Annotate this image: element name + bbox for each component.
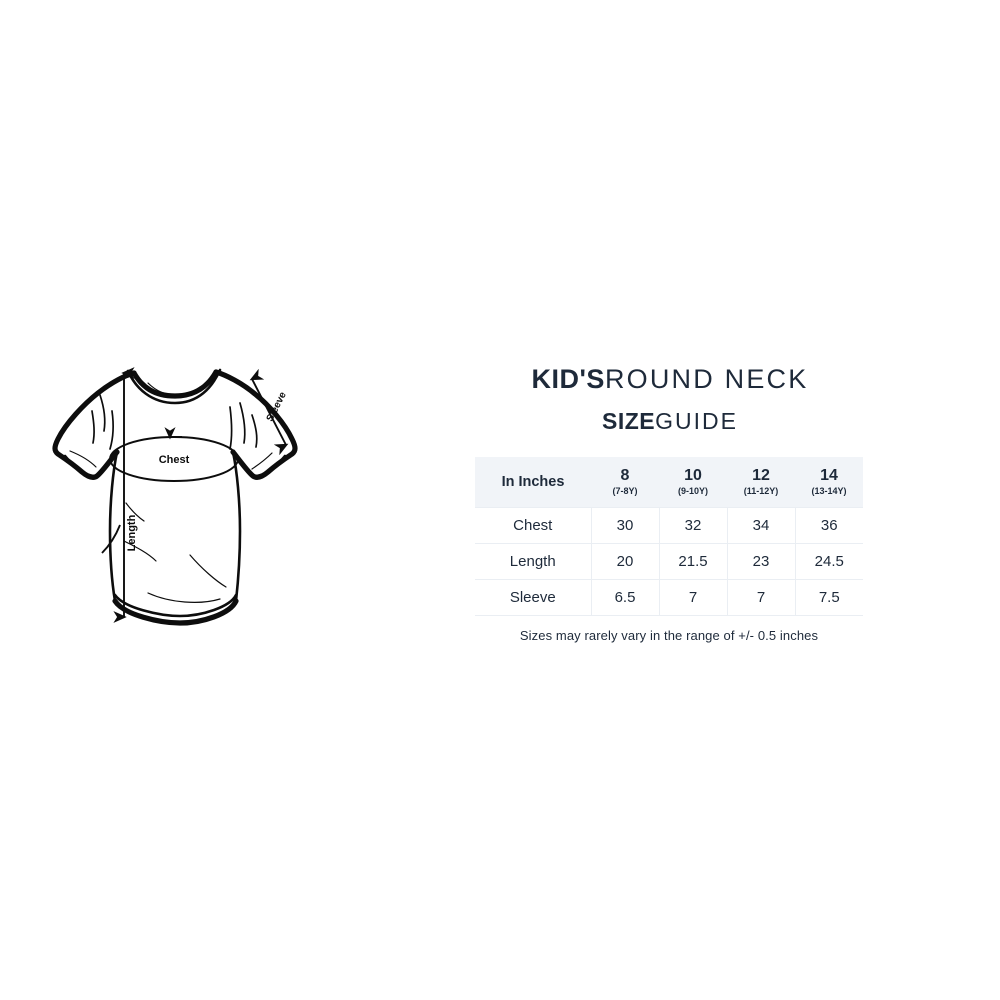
row-label-chest: Chest bbox=[475, 507, 592, 545]
cell-chest-14: 36 bbox=[794, 507, 863, 545]
page-subtitle: SIZEGUIDE bbox=[460, 409, 880, 433]
size-table-body: Chest 30 32 34 36 Length 20 21.5 23 24.5 bbox=[475, 507, 863, 617]
page-subtitle-strong: SIZE bbox=[602, 408, 656, 435]
page-subtitle-light: GUIDE bbox=[655, 408, 738, 435]
length-measure: Length bbox=[101, 367, 138, 623]
cell-sleeve-8: 6.5 bbox=[590, 579, 660, 617]
page-title-light: ROUND NECK bbox=[604, 364, 809, 394]
cell-sleeve-14: 7.5 bbox=[794, 579, 863, 617]
table-row: Length 20 21.5 23 24.5 bbox=[475, 543, 863, 581]
size-number: 10 bbox=[684, 467, 702, 485]
tshirt-body-outline bbox=[52, 369, 298, 626]
size-number: 8 bbox=[620, 467, 630, 485]
size-variation-note: Sizes may rarely vary in the range of +/… bbox=[519, 628, 819, 644]
cell-chest-12: 34 bbox=[726, 507, 796, 545]
size-guide-panel: KID'SROUND NECK SIZEGUIDE In Inches bbox=[460, 365, 880, 643]
size-age-range: (11-12Y) bbox=[743, 485, 779, 496]
size-table: In Inches 8 (7-8Y) 10 (9-10Y) 12 (11-1 bbox=[475, 457, 863, 617]
length-label: Length bbox=[126, 514, 138, 551]
cell-sleeve-12: 7 bbox=[726, 579, 796, 617]
column-header-size-10: 10 (9-10Y) bbox=[659, 457, 727, 508]
column-header-size-14: 14 (13-14Y) bbox=[795, 457, 863, 508]
fabric-fold-lines bbox=[69, 382, 273, 603]
row-label-length: Length bbox=[475, 543, 592, 581]
size-age-range: (13-14Y) bbox=[811, 485, 847, 496]
round-neck-collar bbox=[126, 368, 222, 405]
chest-measure: Chest bbox=[109, 427, 239, 482]
cell-chest-10: 32 bbox=[658, 507, 728, 545]
cell-chest-8: 30 bbox=[590, 507, 660, 545]
page-title: KID'SROUND NECK bbox=[460, 365, 880, 393]
column-header-size-8: 8 (7-8Y) bbox=[591, 457, 659, 508]
cell-sleeve-10: 7 bbox=[658, 579, 728, 617]
column-header-size-12: 12 (11-12Y) bbox=[727, 457, 795, 508]
size-table-container: In Inches 8 (7-8Y) 10 (9-10Y) 12 (11-1 bbox=[475, 457, 863, 643]
cell-length-10: 21.5 bbox=[658, 543, 728, 581]
cell-length-14: 24.5 bbox=[794, 543, 863, 581]
page-title-strong: KID'S bbox=[531, 364, 605, 394]
table-row: Sleeve 6.5 7 7 7.5 bbox=[475, 579, 863, 617]
table-header-row: In Inches 8 (7-8Y) 10 (9-10Y) 12 (11-1 bbox=[475, 457, 863, 508]
cell-length-8: 20 bbox=[590, 543, 660, 581]
size-number: 12 bbox=[752, 467, 770, 485]
table-row: Chest 30 32 34 36 bbox=[475, 507, 863, 545]
tshirt-illustration: Chest Length Sleeve bbox=[40, 355, 340, 645]
chest-label: Chest bbox=[159, 454, 190, 466]
size-table-head: In Inches 8 (7-8Y) 10 (9-10Y) 12 (11-1 bbox=[475, 457, 863, 508]
cell-length-12: 23 bbox=[726, 543, 796, 581]
size-age-range: (7-8Y) bbox=[612, 485, 638, 496]
sleeve-measure: Sleeve bbox=[249, 368, 289, 456]
table-corner-header: In Inches bbox=[475, 457, 591, 508]
row-label-sleeve: Sleeve bbox=[475, 579, 592, 617]
corner-label: In Inches bbox=[501, 474, 565, 491]
size-number: 14 bbox=[820, 467, 838, 485]
size-age-range: (9-10Y) bbox=[677, 485, 708, 496]
